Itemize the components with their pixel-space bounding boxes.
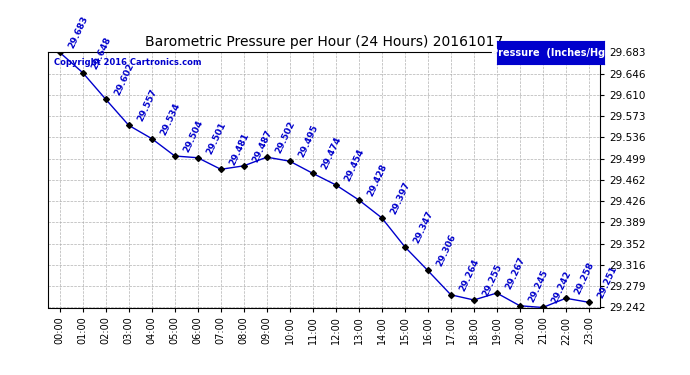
Text: 29.683: 29.683 [67,15,90,50]
Text: 29.454: 29.454 [343,147,366,183]
Text: 29.502: 29.502 [274,120,297,155]
Text: 29.501: 29.501 [205,120,228,156]
Text: 29.255: 29.255 [481,262,504,298]
Text: 29.258: 29.258 [573,261,595,296]
Text: Copyright 2016 Cartronics.com: Copyright 2016 Cartronics.com [54,58,201,67]
Text: 29.495: 29.495 [297,123,319,159]
Text: 29.242: 29.242 [550,270,573,305]
Text: 29.481: 29.481 [228,132,250,167]
Text: 29.487: 29.487 [250,128,274,164]
Text: 29.264: 29.264 [457,257,481,292]
Text: 29.557: 29.557 [136,88,159,123]
Text: 29.397: 29.397 [388,180,412,216]
Text: 29.534: 29.534 [159,101,181,136]
Text: 29.251: 29.251 [595,265,619,300]
Text: 29.428: 29.428 [366,162,388,198]
Text: 29.267: 29.267 [504,255,526,291]
Text: 29.602: 29.602 [112,62,135,97]
Text: 29.306: 29.306 [435,233,457,268]
Text: 29.347: 29.347 [412,209,435,245]
Text: 29.648: 29.648 [90,35,112,70]
Text: Pressure  (Inches/Hg): Pressure (Inches/Hg) [491,48,609,57]
Text: 29.245: 29.245 [526,268,550,304]
Text: 29.504: 29.504 [181,118,205,154]
Title: Barometric Pressure per Hour (24 Hours) 20161017: Barometric Pressure per Hour (24 Hours) … [145,34,504,48]
Text: 29.474: 29.474 [319,135,343,171]
